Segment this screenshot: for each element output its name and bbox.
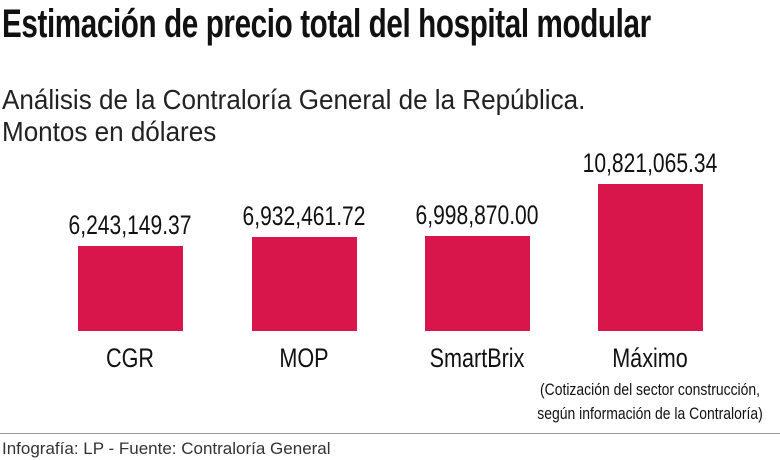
bar-máximo <box>597 184 703 331</box>
subtitle-line-1: Análisis de la Contraloría General de la… <box>2 84 586 115</box>
category-label: CGR <box>106 343 154 373</box>
subtitle-line-2: Montos en dólares <box>2 116 217 147</box>
value-label: 6,998,870.00 <box>415 199 539 230</box>
value-label: 10,821,065.34 <box>582 148 718 178</box>
maximo-annotation: (Cotización del sector construcción, seg… <box>527 378 773 426</box>
chart-subtitle: Análisis de la Contraloría General de la… <box>2 84 585 148</box>
category-label: Máximo <box>612 343 688 373</box>
footer-divider <box>0 433 780 434</box>
source-credit: Infografía: LP - Fuente: Contraloría Gen… <box>2 439 331 458</box>
value-label: 6,932,461.72 <box>242 200 366 231</box>
annotation-line-1: (Cotización del sector construcción, <box>539 380 761 399</box>
bar-smartbrix <box>424 235 530 331</box>
bar-mop <box>251 236 357 331</box>
chart-title: Estimación de precio total del hospital … <box>2 2 651 46</box>
value-label: 6,243,149.37 <box>68 210 192 241</box>
category-label: MOP <box>279 343 329 373</box>
category-label: SmartBrix <box>429 343 525 373</box>
annotation-line-2: según información de la Contraloría) <box>537 404 763 423</box>
bar-cgr <box>77 246 183 331</box>
